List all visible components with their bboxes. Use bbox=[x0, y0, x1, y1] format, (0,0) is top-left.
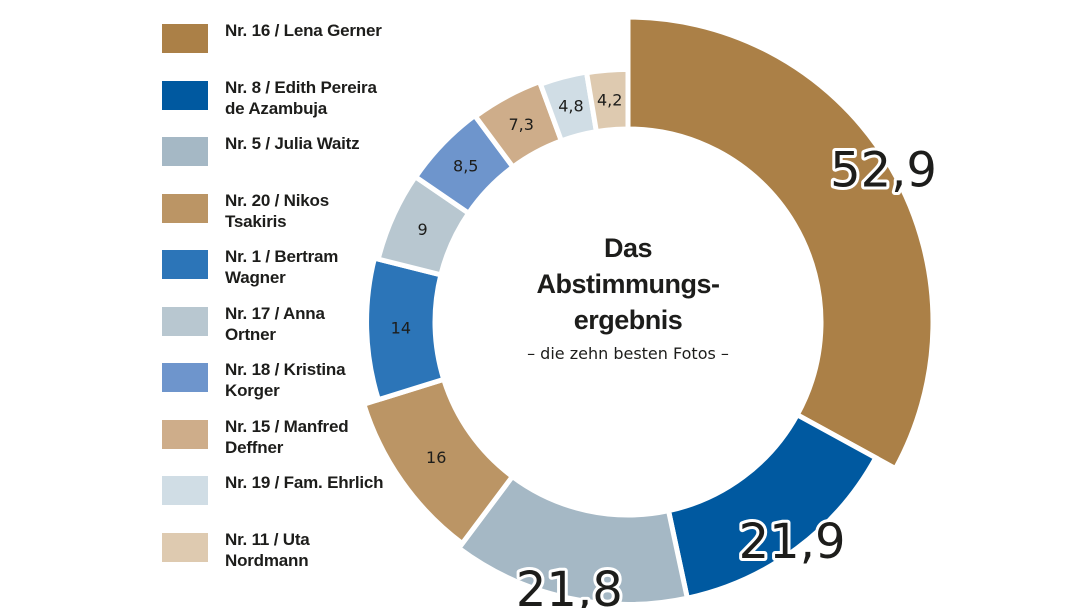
legend-label-line: Nr. 19 / Fam. Ehrlich bbox=[225, 473, 384, 492]
legend-item: Nr. 1 / Bertram Wagner bbox=[162, 246, 412, 294]
chart-title: Das Abstimmungs- ergebnis – die zehn bes… bbox=[478, 230, 778, 363]
chart-subtitle: – die zehn besten Fotos – bbox=[527, 344, 729, 363]
donut-slice bbox=[455, 473, 691, 607]
legend-swatch bbox=[162, 476, 208, 505]
slice-value-label: 14 bbox=[391, 319, 411, 338]
legend-item: Nr. 18 / Kristina Korger bbox=[162, 359, 412, 407]
legend-label-line: Nr. 15 / Manfred bbox=[225, 416, 349, 436]
slice-value-label: 8,5 bbox=[453, 156, 478, 175]
legend-label-line: Korger bbox=[225, 381, 280, 400]
legend-item: Nr. 20 / Nikos Tsakiris bbox=[162, 190, 412, 238]
legend-label: Nr. 11 / Uta Nordmann bbox=[225, 529, 415, 571]
legend-swatch bbox=[162, 363, 208, 392]
slice-value-label: 4,2 bbox=[597, 90, 622, 109]
legend-item: Nr. 15 / Manfred Deffner bbox=[162, 416, 412, 464]
legend-label-line: Wagner bbox=[225, 268, 286, 287]
slice-value-label: 52,9 bbox=[830, 143, 937, 199]
legend-swatch bbox=[162, 250, 208, 279]
legend-swatch bbox=[162, 193, 208, 223]
slice-value-label: 4,8 bbox=[558, 97, 583, 116]
legend-item: Nr. 17 / Anna Ortner bbox=[162, 303, 412, 351]
slice-value-label: 21,8 bbox=[516, 562, 623, 608]
legend-label-line: Nr. 5 / Julia Waitz bbox=[225, 134, 360, 153]
legend-label: Nr. 20 / Nikos Tsakiris bbox=[225, 190, 415, 232]
legend-swatch bbox=[162, 532, 208, 562]
legend-swatch bbox=[162, 419, 208, 449]
legend-label: Nr. 1 / Bertram Wagner bbox=[225, 246, 415, 288]
donut-slice bbox=[625, 14, 936, 472]
legend-label: Nr. 15 / Manfred Deffner bbox=[225, 416, 415, 458]
donut-slice bbox=[360, 376, 516, 547]
legend-item: Nr. 8 / Edith Pereira de Azambuja bbox=[162, 77, 412, 125]
legend-item: Nr. 11 / Uta Nordmann bbox=[162, 529, 412, 577]
legend-swatch bbox=[162, 80, 208, 110]
slice-value-labels: 52,9 21,9 21,8 16 14 9 8,5 7,3 4,8 4,2 bbox=[391, 90, 940, 608]
legend-label: Nr. 16 / Lena Gerner bbox=[225, 20, 415, 41]
slice-value-label: 9 bbox=[417, 220, 427, 239]
legend-label-line: Deffner bbox=[225, 437, 284, 457]
legend-label-line: Nr. 1 / Bertram bbox=[225, 247, 339, 266]
legend-label-line: Tsakiris bbox=[225, 211, 287, 231]
slice-value-label: 7,3 bbox=[509, 115, 534, 134]
donut-slice bbox=[583, 66, 631, 135]
donut-slice bbox=[665, 411, 880, 602]
slice-value-label: 16 bbox=[426, 448, 446, 467]
donut-slices bbox=[360, 14, 936, 607]
legend-item: Nr. 5 / Julia Waitz bbox=[162, 133, 412, 181]
legend-label-line: Nr. 17 / Anna bbox=[225, 303, 325, 323]
legend-label-line: Nr. 8 / Edith Pereira bbox=[225, 77, 377, 97]
legend-item: Nr. 19 / Fam. Ehrlich bbox=[162, 472, 412, 520]
chart-title-line-2: Abstimmungs- bbox=[536, 269, 721, 299]
legend-label: Nr. 8 / Edith Pereira de Azambuja bbox=[225, 77, 415, 119]
legend-label-line: Nr. 11 / Uta bbox=[225, 529, 310, 549]
legend-label-line: Nordmann bbox=[225, 550, 309, 570]
legend-swatch bbox=[162, 306, 208, 336]
legend-swatch bbox=[162, 24, 208, 53]
chart-title-line-1: Das bbox=[603, 233, 653, 263]
legend-label: Nr. 5 / Julia Waitz bbox=[225, 133, 415, 154]
legend-swatch bbox=[162, 137, 208, 166]
legend-label-line: Nr. 20 / Nikos bbox=[225, 190, 329, 210]
legend-label-line: Nr. 18 / Kristina bbox=[225, 360, 346, 379]
legend-label: Nr. 19 / Fam. Ehrlich bbox=[225, 472, 415, 493]
slice-value-label: 21,9 bbox=[739, 514, 846, 570]
legend-label-line: de Azambuja bbox=[225, 98, 328, 118]
legend-item: Nr. 16 / Lena Gerner bbox=[162, 20, 412, 68]
legend-label-line: Nr. 16 / Lena Gerner bbox=[225, 21, 382, 40]
legend-label: Nr. 18 / Kristina Korger bbox=[225, 359, 415, 401]
legend-label: Nr. 17 / Anna Ortner bbox=[225, 303, 415, 345]
chart-title-line-3: ergebnis bbox=[573, 305, 683, 335]
legend-label-line: Ortner bbox=[225, 324, 276, 344]
